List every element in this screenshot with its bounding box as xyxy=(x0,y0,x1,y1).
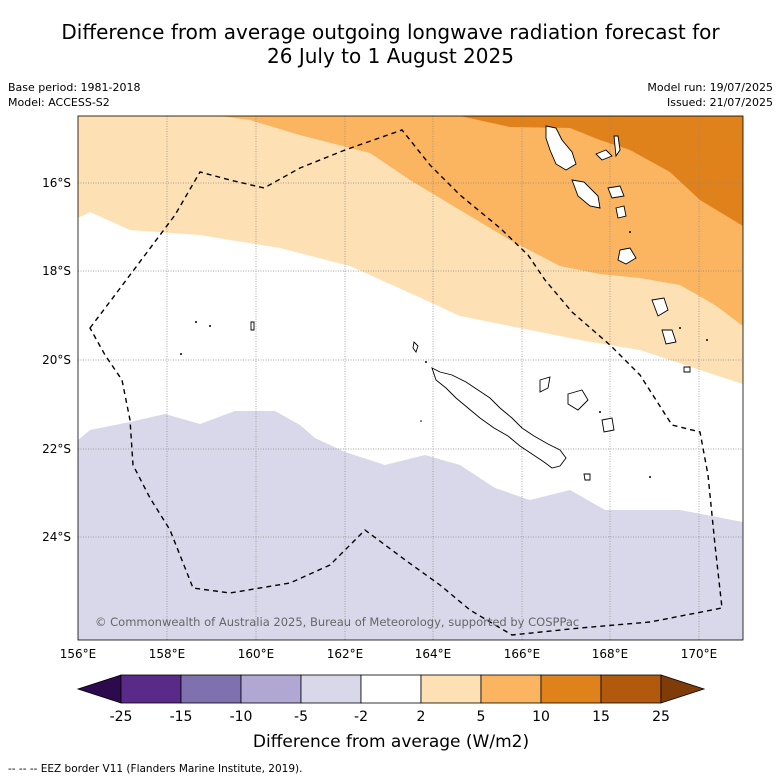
colorbar-min-extend xyxy=(76,674,122,704)
colorbar-max-extend xyxy=(660,674,706,704)
colorbar-bin xyxy=(540,674,602,704)
colorbar-tick: -25 xyxy=(110,709,133,725)
title-line-1: Difference from average outgoing longwav… xyxy=(61,20,720,44)
vanuatu-erromango xyxy=(617,247,637,265)
lon-label-162e: 162°E xyxy=(327,647,364,661)
colorbar-bin xyxy=(420,674,482,704)
meta-left: Base period: 1981-2018 Model: ACCESS-S2 xyxy=(8,80,140,110)
lon-label-170e: 170°E xyxy=(681,647,718,661)
colorbar-tick: 15 xyxy=(592,709,610,725)
colorbar-bin xyxy=(300,674,362,704)
colorbar-bin xyxy=(180,674,242,704)
loyalty-island-2 xyxy=(567,389,589,411)
new-caledonia-island xyxy=(431,367,567,469)
colorbar-bin xyxy=(600,674,662,704)
vanuatu-aneityum xyxy=(661,329,677,345)
lat-label-22s: 22°S xyxy=(42,442,71,456)
belep-island xyxy=(412,341,419,353)
colorbar-label: Difference from average (W/m2) xyxy=(253,732,529,752)
vanuatu-tanna xyxy=(651,297,669,317)
colorbar-tick: 25 xyxy=(652,709,670,725)
colorbar-tick: 2 xyxy=(417,709,426,725)
anomaly-region-neg2 xyxy=(78,411,743,640)
meta-right: Model run: 19/07/2025 Issued: 21/07/2025 xyxy=(647,80,773,110)
lat-label-20s: 20°S xyxy=(42,353,71,367)
copyright-notice: © Commonwealth of Australia 2025, Bureau… xyxy=(95,615,579,629)
small-islets xyxy=(180,231,708,478)
eez-border xyxy=(89,129,723,636)
map-frame xyxy=(77,115,744,641)
lon-label-168e: 168°E xyxy=(592,647,629,661)
colorbar-tick: -2 xyxy=(354,709,368,725)
vanuatu-espiritu-santo xyxy=(545,125,577,171)
issued-date: Issued: 21/07/2025 xyxy=(666,96,773,109)
lon-label-158e: 158°E xyxy=(149,647,186,661)
vanuatu-efate xyxy=(607,185,625,199)
colorbar-tick: -10 xyxy=(230,709,253,725)
lon-label-164e: 164°E xyxy=(415,647,452,661)
vanuatu-island-a xyxy=(595,149,613,161)
chesterfield-island xyxy=(250,321,255,331)
eez-legend-note: -- -- -- EEZ border V11 (Flanders Marine… xyxy=(8,763,303,775)
model-run: Model run: 19/07/2025 xyxy=(647,81,773,94)
anomaly-region-5to10 xyxy=(220,116,743,326)
matthew-island xyxy=(683,366,691,373)
colorbar-bin xyxy=(240,674,302,704)
colorbar-tick: 5 xyxy=(477,709,486,725)
vanuatu-island-b xyxy=(613,135,621,158)
map-title: Difference from average outgoing longwav… xyxy=(0,20,781,68)
loyalty-island-3 xyxy=(601,417,615,433)
colorbar-ticks: -25 -15 -10 -5 -2 2 5 10 15 25 xyxy=(110,709,670,725)
lat-label-24s: 24°S xyxy=(42,530,71,544)
lat-label-18s: 18°S xyxy=(42,264,71,278)
lon-label-160e: 160°E xyxy=(238,647,275,661)
lat-label-16s: 16°S xyxy=(42,176,71,190)
graticule xyxy=(78,116,743,640)
base-period: Base period: 1981-2018 xyxy=(8,81,141,94)
loyalty-island-1 xyxy=(539,376,551,393)
colorbar-tick: -5 xyxy=(294,709,308,725)
colorbar-bin xyxy=(120,674,182,704)
lon-label-166e: 166°E xyxy=(504,647,541,661)
walpole-island xyxy=(583,473,591,481)
title-line-2: 26 July to 1 August 2025 xyxy=(267,44,514,68)
colorbar-bin xyxy=(480,674,542,704)
colorbar-bin xyxy=(360,674,422,704)
landmasses xyxy=(250,125,691,481)
anomaly-field: © Commonwealth of Australia 2025, Bureau… xyxy=(78,116,743,640)
colorbar xyxy=(76,674,706,704)
colorbar-tick: -15 xyxy=(170,709,193,725)
lon-label-156e: 156°E xyxy=(60,647,97,661)
vanuatu-malekula xyxy=(571,179,601,209)
longitude-labels: 156°E 158°E 160°E 162°E 164°E 166°E 168°… xyxy=(60,647,718,661)
colorbar-tick: 10 xyxy=(532,709,550,725)
model-name: Model: ACCESS-S2 xyxy=(8,96,110,109)
anomaly-region-10to15 xyxy=(460,116,743,226)
vanuatu-island-c xyxy=(615,205,627,219)
latitude-labels: 16°S 18°S 20°S 22°S 24°S xyxy=(42,176,71,544)
